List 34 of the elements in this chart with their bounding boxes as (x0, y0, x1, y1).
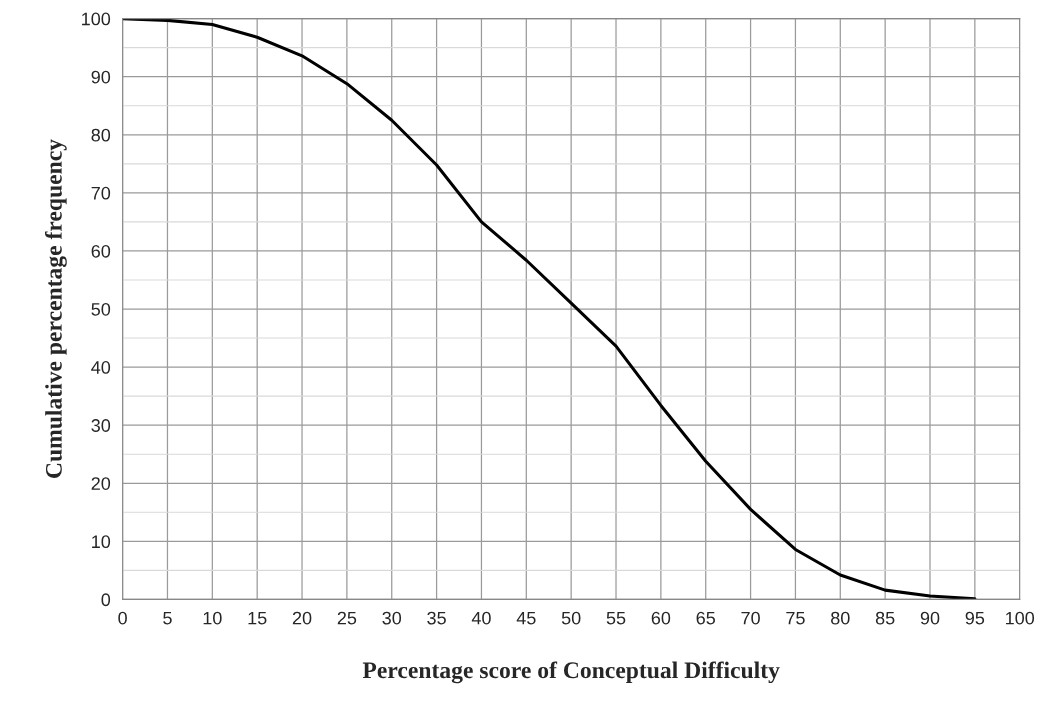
x-tick-label: 0 (118, 611, 127, 625)
x-tick-label: 10 (203, 611, 222, 625)
y-tick-label: 80 (91, 128, 111, 142)
y-tick-label: 50 (91, 302, 111, 316)
y-tick-label: 60 (91, 244, 111, 258)
x-tick-label: 35 (427, 611, 446, 625)
x-tick-label: 80 (831, 611, 850, 625)
x-axis-title: Percentage score of Conceptual Difficulty (362, 661, 780, 684)
x-tick-label: 40 (471, 611, 491, 625)
x-tick-label: 95 (965, 611, 985, 625)
x-tick-label: 45 (516, 611, 536, 625)
x-tick-label: 55 (606, 611, 626, 625)
y-tick-label: 0 (101, 593, 111, 607)
x-tick-label: 50 (561, 611, 581, 625)
x-tick-label: 5 (163, 611, 172, 625)
y-tick-label: 30 (91, 419, 111, 432)
x-tick-label: 60 (651, 611, 671, 625)
x-tick-label: 25 (337, 611, 357, 625)
x-tick-label: 20 (292, 611, 312, 625)
y-tick-label: 10 (92, 535, 111, 549)
x-tick-label: 75 (786, 611, 805, 625)
x-tick-label: 15 (248, 611, 267, 625)
y-tick-label: 100 (82, 12, 111, 26)
y-tick-label: 40 (91, 361, 111, 374)
x-tick-label: 100 (1006, 611, 1035, 625)
x-tick-label: 30 (382, 611, 402, 625)
y-tick-label: 20 (91, 477, 111, 490)
y-tick-label: 90 (91, 70, 111, 84)
x-tick-label: 85 (875, 611, 895, 625)
x-tick-label: 65 (696, 611, 716, 625)
y-tick-label: 70 (91, 186, 111, 200)
x-tick-label: 70 (741, 611, 760, 625)
x-tick-label: 90 (920, 611, 940, 625)
y-axis-title: Cumulative percentage frequency (44, 139, 67, 478)
